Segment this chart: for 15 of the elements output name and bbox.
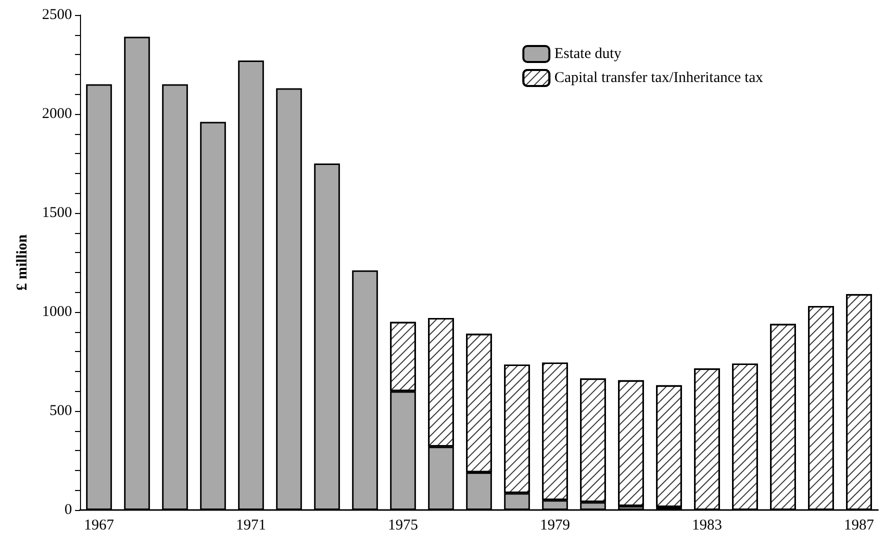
y-tick-label: 500 [50,403,72,419]
y-tick-label: 1500 [42,205,72,221]
x-tick-label: 1987 [844,518,874,534]
x-tick-label: 1967 [84,518,114,534]
x-tick-label: 1975 [388,518,418,534]
y-axis-title: £ million [14,234,30,291]
legend-label: Estate duty [554,46,622,62]
x-tick-label: 1983 [692,518,722,534]
y-tick-label: 2000 [42,106,72,122]
x-tick-label: 1979 [540,518,570,534]
y-tick-label: 2500 [42,7,72,23]
y-tick-label: 0 [64,502,72,518]
y-tick-label: 1000 [42,304,72,320]
legend-label: Capital transfer tax/Inheritance tax [554,70,764,86]
x-tick-label: 1971 [236,518,266,534]
